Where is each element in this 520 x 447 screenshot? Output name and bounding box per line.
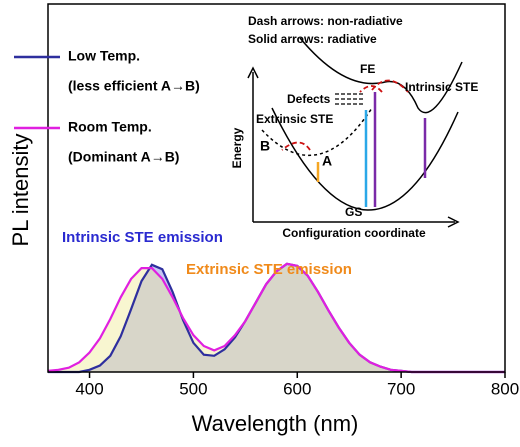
inset-label: GS (345, 205, 362, 219)
nonradiative-arrows (281, 79, 409, 151)
x-tick-label: 800 (491, 379, 519, 398)
inset (247, 37, 463, 228)
extrinsic-curve (261, 107, 373, 156)
inset-label: B (260, 138, 270, 154)
inset-arrowhead (247, 66, 259, 79)
inset-y-label: Energy (230, 127, 244, 168)
inset-label: Intrinsic STE (405, 80, 478, 94)
inset-x-label: Configuration coordinate (282, 226, 426, 240)
defect-levels (335, 93, 365, 105)
annotation: Intrinsic STE emission (62, 229, 223, 246)
inset-label: Defects (287, 92, 331, 106)
inset-arrowhead (447, 216, 460, 228)
inset-legend: Solid arrows: radiative (248, 32, 377, 46)
y-axis-label: PL intensity (8, 134, 33, 247)
inset-label: Extrinsic STE (256, 112, 333, 126)
annotation: Extrinsic STE emission (186, 261, 352, 278)
legend-label: Room Temp. (68, 119, 152, 135)
x-tick-label: 500 (179, 379, 207, 398)
fills (48, 263, 505, 372)
plot-frame (47, 3, 506, 373)
legend-note: (Dominant A→B) (68, 149, 179, 165)
x-tick-label: 600 (283, 379, 311, 398)
inset-label: A (322, 153, 332, 169)
inset-legend: Dash arrows: non-radiative (248, 14, 403, 28)
x-tick-label: 400 (75, 379, 103, 398)
area (48, 263, 505, 372)
x-tick-label: 700 (387, 379, 415, 398)
inset-label: FE (360, 62, 375, 76)
legend-note: (less efficient A→B) (68, 78, 200, 94)
legend-label: Low Temp. (68, 48, 140, 64)
area (48, 263, 505, 372)
x-axis-label: Wavelength (nm) (192, 411, 359, 436)
